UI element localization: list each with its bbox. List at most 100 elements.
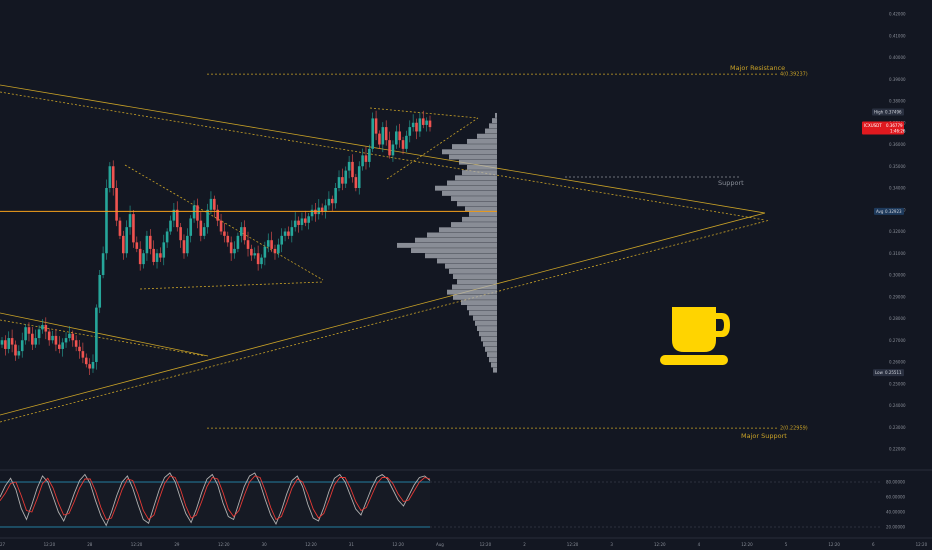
candle-body: [111, 166, 115, 188]
time-tick-label: Aug: [436, 542, 444, 547]
candle-body: [165, 231, 169, 243]
candle-body: [7, 338, 11, 349]
candle-body: [186, 235, 189, 254]
stochastic-rsi-pane[interactable]: [0, 472, 880, 528]
candle-body: [135, 242, 139, 249]
volume-profile-bar: [397, 242, 497, 248]
lower-channel-line-dashed: [0, 319, 206, 357]
time-tick-label: 29: [174, 542, 180, 547]
time-tick-label: 12:20: [305, 542, 317, 547]
candle-body: [128, 214, 132, 228]
coffee-cup-icon: [660, 307, 730, 365]
candle-body: [125, 227, 128, 254]
candle-body: [381, 127, 385, 145]
volume-profile-bar: [469, 310, 497, 316]
candle-body: [51, 335, 54, 341]
candle-body: [246, 240, 250, 249]
lower-channel-line: [0, 312, 209, 357]
candle-body: [4, 340, 7, 349]
price-tick-label: 0.30000: [889, 273, 906, 278]
volume-profile-bar: [457, 201, 497, 207]
low-label: Low: [875, 370, 884, 375]
volume-profile-bar: [487, 352, 497, 357]
candle-body: [148, 235, 152, 249]
current-price-badge: ICXUSDT 0.36779 1:46:26: [862, 121, 906, 135]
candle-body: [357, 166, 361, 188]
volume-profile-bar: [467, 164, 497, 170]
candle-body: [145, 235, 149, 254]
candle-body: [24, 327, 27, 341]
candle-body: [10, 338, 14, 345]
candle-body: [175, 209, 179, 228]
volume-profile-bar: [442, 190, 497, 196]
major-support-level: 2(0.22959): [780, 426, 808, 432]
candle-body: [297, 220, 300, 225]
candle-body: [304, 218, 307, 223]
volume-profile-bar: [442, 149, 497, 155]
candle-body: [20, 340, 24, 352]
oscillator-axis: 80.00000 60.00000 40.00000 20.00000: [886, 480, 906, 530]
candle-body: [41, 325, 44, 330]
candle-body: [351, 161, 354, 178]
volume-profile-bar: [455, 175, 497, 181]
time-tick-label: 12:20: [131, 542, 143, 547]
candle-body: [263, 246, 267, 258]
low-value: 0.25511: [885, 370, 902, 375]
candle-body: [74, 340, 78, 347]
candle-body: [388, 140, 391, 156]
levels: Major Resistance 4(0.39237) 2(0.22959) M…: [0, 64, 808, 440]
time-tick-label: 12:20: [480, 542, 492, 547]
volume-profile-bar: [495, 112, 497, 118]
candle-body: [428, 120, 432, 128]
candle-body: [54, 335, 58, 345]
candle-body: [189, 218, 193, 236]
price-tick-label: 0.29000: [889, 294, 906, 299]
descending-trendline-dashed: [0, 91, 766, 221]
price-tick-label: 0.26000: [889, 360, 906, 365]
candle-body: [138, 248, 142, 265]
wedge-lower-line: [139, 281, 324, 290]
price-tick-label: 0.42000: [889, 12, 906, 17]
time-axis[interactable]: 27 12:20 28 12:20 29 12:20 30 12:20 31 12:20 Aug 12…: [0, 542, 932, 547]
time-tick-label: 12:20: [654, 542, 666, 547]
candle-body: [347, 161, 351, 171]
price-tick-label: 0.23000: [889, 425, 906, 430]
volume-profile-bar: [445, 263, 497, 269]
candle-body: [236, 235, 240, 249]
volume-profile: [397, 112, 497, 373]
candle-body: [384, 127, 388, 141]
candle-body: [243, 227, 246, 241]
candle-body: [95, 307, 98, 362]
volume-profile-bar: [485, 346, 497, 352]
candle-body: [293, 220, 297, 228]
candle-body: [44, 325, 48, 332]
time-tick-label: 12:20: [392, 542, 404, 547]
avg-label: Avg: [876, 209, 884, 214]
candle-body: [253, 253, 257, 256]
candle-body: [108, 166, 112, 188]
volume-profile-bar: [465, 206, 497, 212]
candle-body: [283, 231, 287, 236]
candle-body: [17, 351, 21, 356]
candle-body: [337, 177, 341, 188]
candle-body: [421, 118, 425, 125]
volume-profile-bar: [493, 367, 497, 373]
price-tick-label: 0.31000: [889, 251, 906, 256]
price-axis[interactable]: 0.420000.410000.400000.390000.380000.370…: [889, 12, 906, 452]
ascending-trendline-dashed: [0, 219, 771, 423]
candle-body: [179, 227, 182, 241]
candle-body: [71, 333, 75, 341]
high-badge: High 0.37496: [872, 108, 904, 116]
candle-body: [239, 227, 243, 236]
volume-profile-bar: [462, 170, 497, 176]
price-tick-label: 0.28000: [889, 316, 906, 321]
avg-badge: Avg 0.32923: [874, 207, 904, 215]
candle-body: [142, 253, 145, 265]
candle-body: [47, 331, 51, 341]
candle-body: [132, 214, 135, 243]
candle-body: [314, 209, 317, 215]
price-tick-label: 0.35000: [889, 164, 906, 169]
oscillator-tick-label: 40.00000: [886, 510, 906, 515]
price-tick-label: 0.40000: [889, 55, 906, 60]
